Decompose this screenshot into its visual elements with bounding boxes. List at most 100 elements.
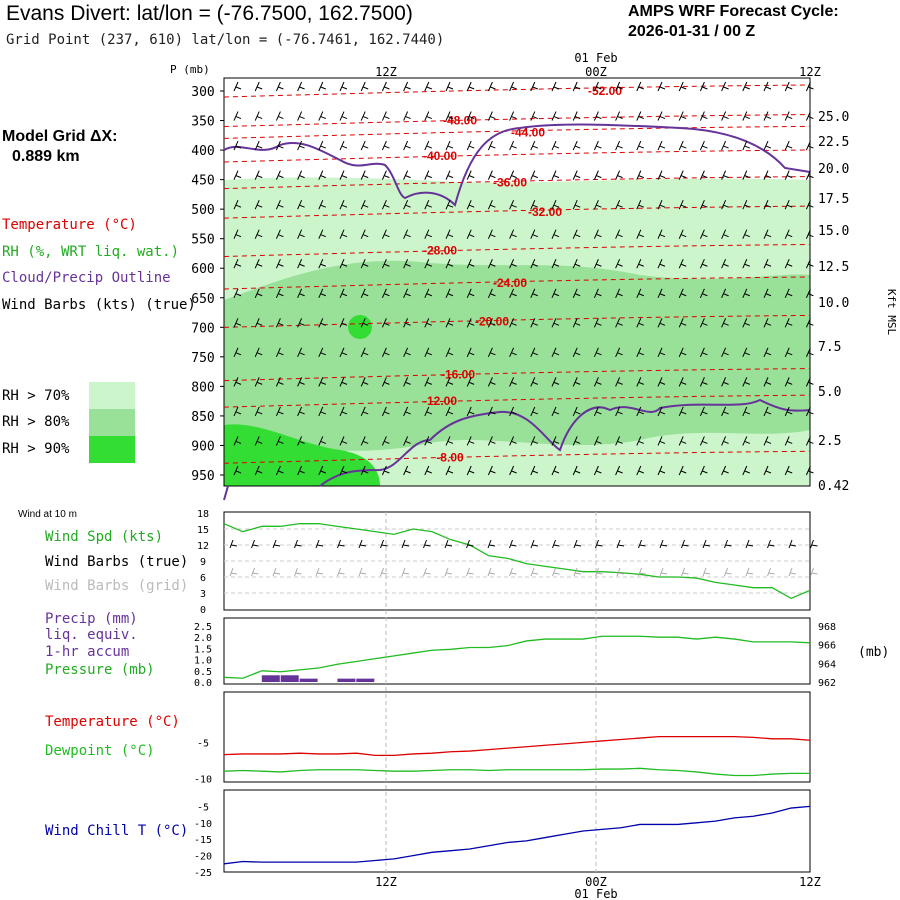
wind-barb-upper-5-12 <box>487 229 496 239</box>
wind-barb-grid-20 <box>659 567 668 577</box>
temp-tick--5: -5 <box>197 738 209 749</box>
wind-barb-upper-0-23 <box>721 81 729 92</box>
wind-barb-upper-13-1 <box>254 465 263 476</box>
wind-barb-upper-13-13 <box>509 465 517 476</box>
wind-barb-upper-6-8 <box>403 259 411 269</box>
wind-barb-upper-10-8 <box>403 377 411 387</box>
wind-barb-upper-5-6 <box>360 229 369 239</box>
wind-tick-12: 12 <box>197 541 209 552</box>
wind-barb-true-26 <box>788 539 797 549</box>
wind-barb-upper-9-26 <box>784 347 793 358</box>
wind-barb-true-19 <box>638 539 646 549</box>
wind-barb-upper-2-17 <box>593 140 602 151</box>
windchill-tick--5: -5 <box>197 802 209 813</box>
wind-barb-upper-2-18 <box>615 140 623 151</box>
kft-tick-0: 25.0 <box>818 110 849 125</box>
wind-barb-upper-2-25 <box>763 140 772 151</box>
wind-barb-upper-8-7 <box>381 318 390 328</box>
wind-barb-upper-8-5 <box>339 318 348 328</box>
wind-barb-upper-2-8 <box>403 140 411 151</box>
temp-contour-8 <box>223 314 811 328</box>
kft-tick-6: 10.0 <box>818 296 849 311</box>
wind-barb-upper-13-10 <box>445 465 454 476</box>
wind-barb-upper-7-20 <box>657 288 666 298</box>
wind-barb-grid-0 <box>229 567 238 577</box>
wind-barb-upper-12-21 <box>678 436 687 446</box>
wind-barb-upper-6-18 <box>615 259 623 269</box>
wind-barb-upper-12-13 <box>509 436 517 446</box>
wind-barb-upper-2-13 <box>509 140 517 151</box>
legend-rh: RH (%, WRT liq. wat.) <box>2 244 180 260</box>
model-grid-value: 0.889 km <box>12 148 80 165</box>
wind-barb-upper-4-26 <box>784 199 793 210</box>
wind-barb-upper-6-24 <box>742 259 750 269</box>
wind-barb-grid-9 <box>423 567 431 577</box>
kft-axis-label: Kft MSL <box>885 289 898 336</box>
wind-barb-upper-10-15 <box>551 377 560 387</box>
kft-tick-3: 17.5 <box>818 192 849 207</box>
wind-barb-upper-0-19 <box>636 81 644 92</box>
wind-barb-upper-0-2 <box>275 81 284 92</box>
wind-barb-upper-3-24 <box>742 170 750 180</box>
wind-barb-upper-2-22 <box>699 140 708 151</box>
wind-tick-15: 15 <box>197 525 209 536</box>
wind-barb-true-13 <box>509 539 517 549</box>
wind-barb-upper-4-19 <box>636 199 644 210</box>
temp-contour-label-4: -36.00 <box>493 176 527 190</box>
wind-barb-true-25 <box>767 539 775 549</box>
legend-rh70-swatch <box>89 382 135 409</box>
wind-barb-grid-17 <box>595 567 603 577</box>
wind-barb-upper-13-8 <box>403 465 411 476</box>
wind-barb-upper-8-18 <box>615 318 623 328</box>
wind-barb-true-0 <box>229 539 238 549</box>
wind-barb-upper-11-8 <box>403 406 411 417</box>
wind-barb-true-16 <box>573 539 582 549</box>
kft-tick-2: 20.0 <box>818 162 849 177</box>
wind-barb-grid-12 <box>487 567 496 577</box>
legend-cloud: Cloud/Precip Outline <box>2 270 171 286</box>
legend-wind-barbs-true: Wind Barbs (true) <box>45 554 189 570</box>
wind-barb-true-2 <box>272 539 281 549</box>
wind-barb-upper-11-5 <box>339 406 348 417</box>
pressure-tick-850: 850 <box>191 410 214 425</box>
temp-contour-label-0: -52.00 <box>588 84 622 98</box>
wind-barb-upper-0-25 <box>763 81 772 92</box>
wind-barb-upper-12-26 <box>784 436 793 446</box>
wind-barb-upper-4-21 <box>678 199 687 210</box>
wind-barb-upper-7-19 <box>636 288 644 298</box>
wind-barb-upper-1-11 <box>466 111 475 121</box>
kft-tick-8: 5.0 <box>818 385 841 400</box>
wind-barb-upper-3-3 <box>297 170 305 180</box>
legend-wind-barbs: Wind Barbs (kts) (true) <box>2 297 196 313</box>
wind-barb-upper-6-2 <box>275 259 284 269</box>
wind-barb-upper-6-20 <box>657 259 666 269</box>
wind-barb-upper-8-11 <box>466 318 475 328</box>
wind-barb-upper-11-3 <box>297 406 305 417</box>
wind-barb-upper-3-10 <box>445 170 454 180</box>
wind-barb-upper-1-7 <box>381 111 390 121</box>
wind-barb-upper-8-27 <box>805 318 814 328</box>
time-bottom-12z-a: 12Z <box>375 875 397 889</box>
wind-barb-true-24 <box>745 539 754 549</box>
temp-contour-label-10: -12.00 <box>423 394 457 408</box>
legend-windchill: Wind Chill T (°C) <box>45 823 189 839</box>
wind-barb-grid-19 <box>638 567 646 577</box>
wind-barb-upper-6-25 <box>763 259 772 269</box>
wind-barb-true-14 <box>530 539 539 549</box>
wind-barb-upper-3-19 <box>636 170 644 180</box>
wind-barb-upper-13-21 <box>678 465 687 476</box>
wind-barb-upper-4-17 <box>593 199 602 210</box>
wind-barb-upper-5-7 <box>381 229 390 239</box>
wind-barb-true-18 <box>616 539 625 549</box>
kft-tick-4: 15.0 <box>818 224 849 239</box>
wind-barb-upper-4-7 <box>381 199 390 210</box>
wind-barb-upper-2-21 <box>678 140 687 151</box>
wind-barb-upper-9-3 <box>297 347 305 358</box>
wind-barb-upper-5-10 <box>445 229 454 239</box>
wind-barb-upper-13-18 <box>615 465 623 476</box>
wind-barb-upper-7-22 <box>699 288 708 298</box>
wind-barb-grid-15 <box>552 567 560 577</box>
wind-barb-upper-6-27 <box>805 259 814 269</box>
wind-barb-upper-4-3 <box>297 199 305 210</box>
wind-barb-upper-10-6 <box>360 377 369 387</box>
